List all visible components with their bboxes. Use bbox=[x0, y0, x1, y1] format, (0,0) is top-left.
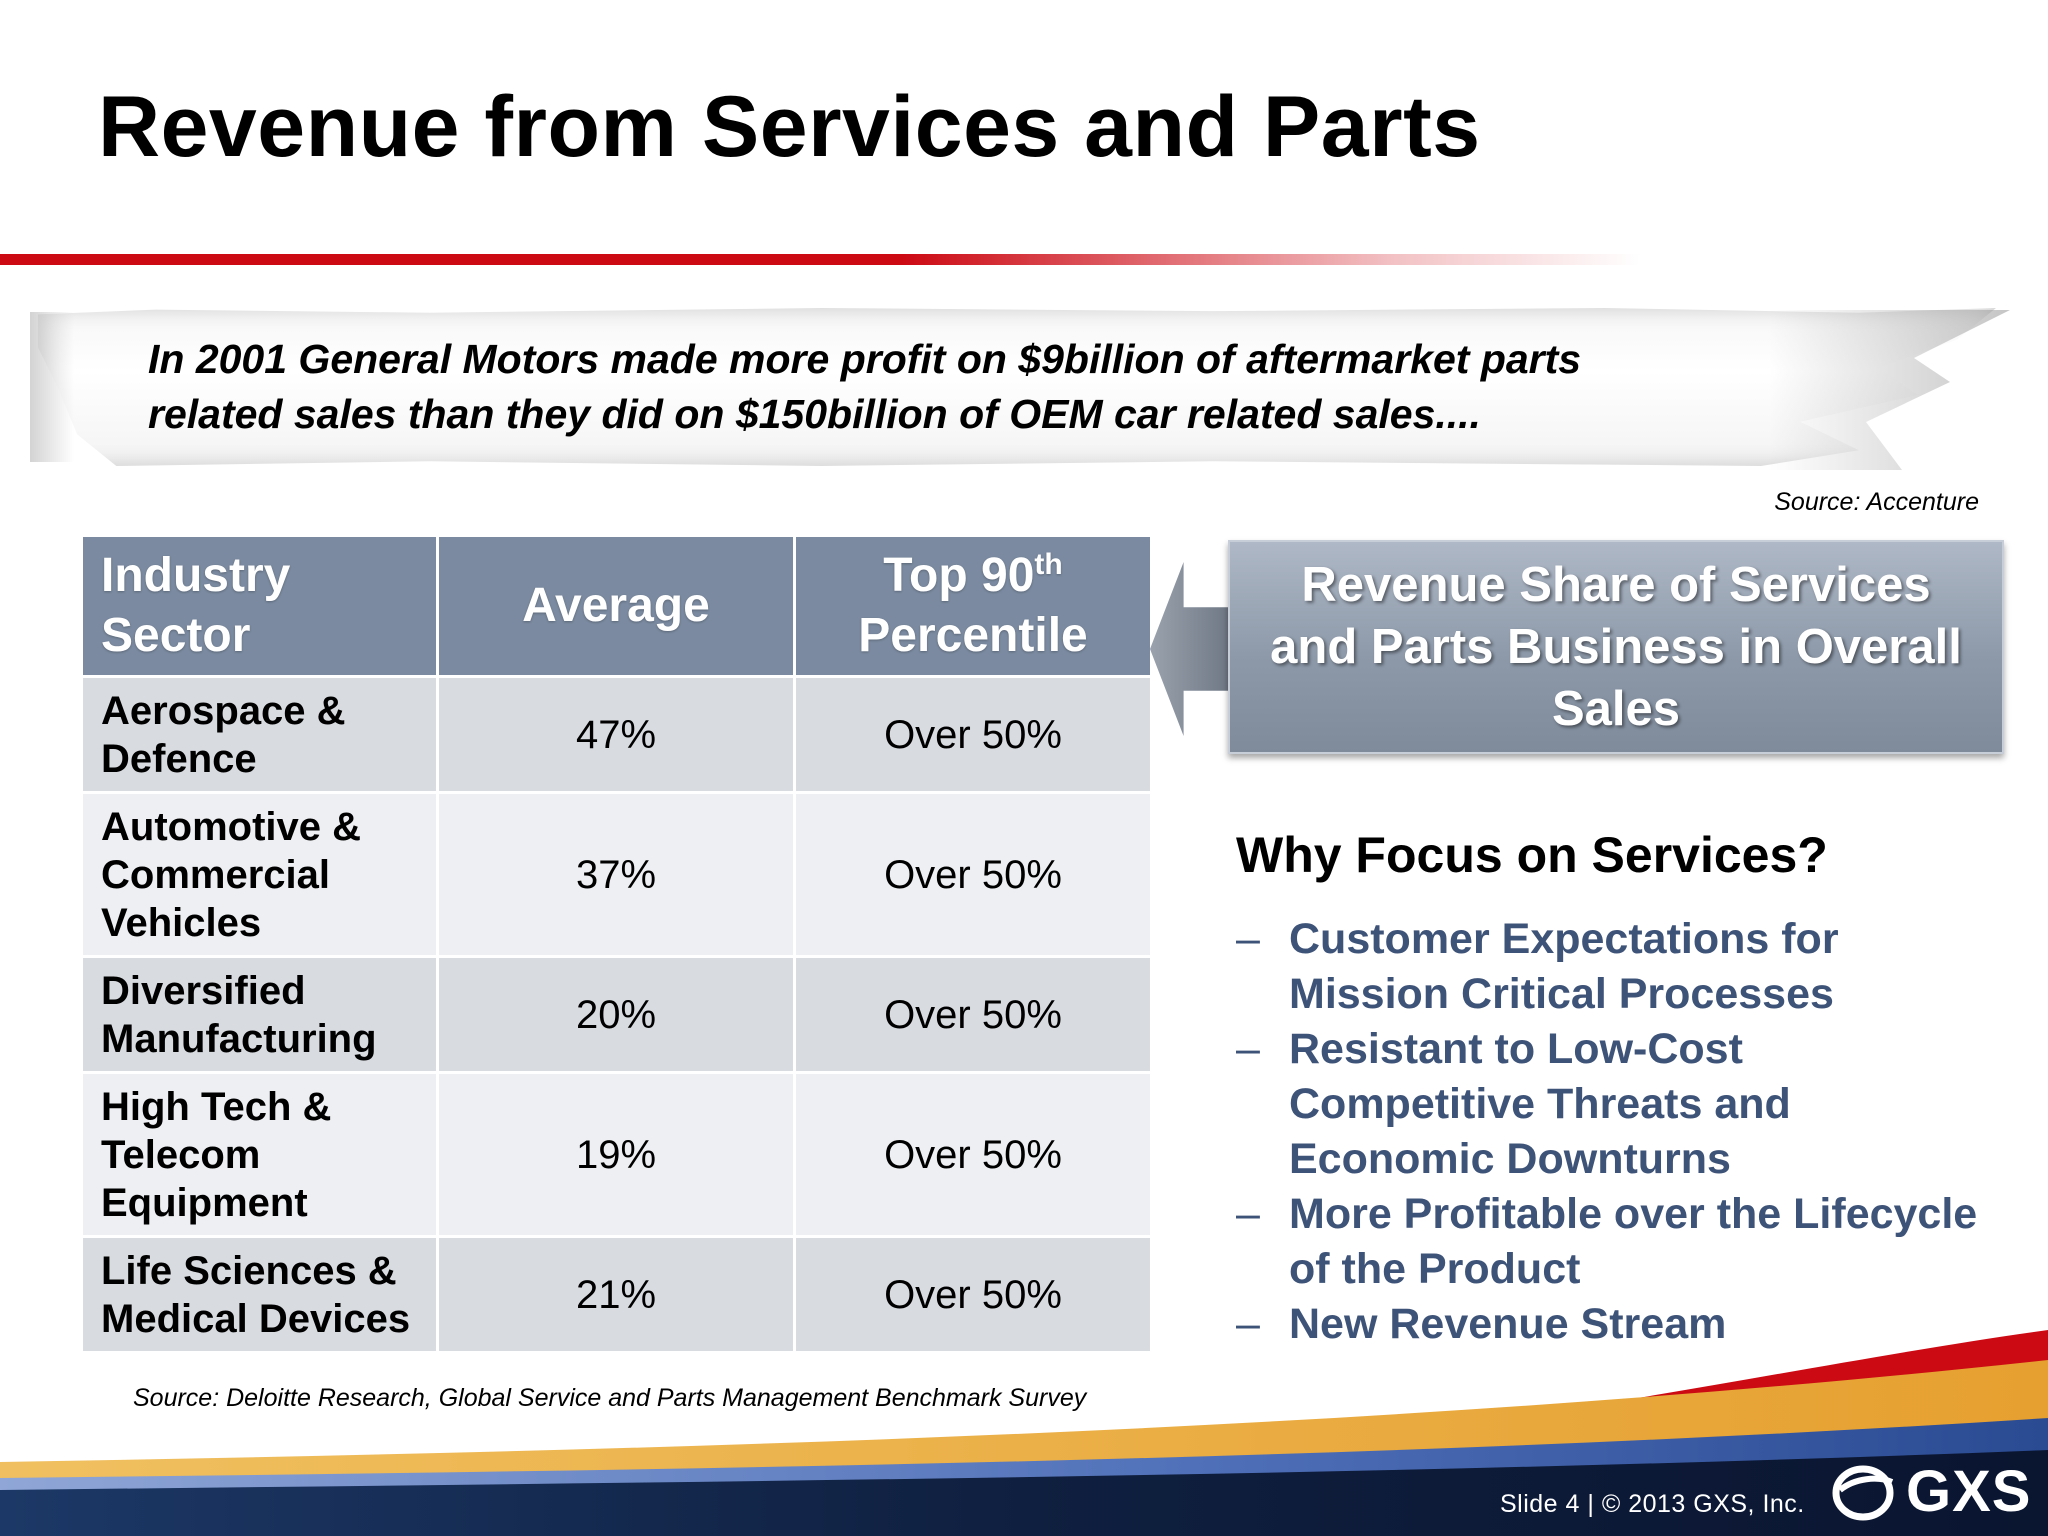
top90-cell: Over 50% bbox=[793, 1071, 1153, 1238]
quote-banner bbox=[38, 308, 1996, 466]
quote-source: Source: Accenture bbox=[1774, 488, 1979, 516]
logo-wordmark: GXS bbox=[1906, 1458, 2032, 1524]
footer-swoosh bbox=[0, 1330, 2048, 1536]
header-industry-sector: Industry Sector bbox=[80, 534, 439, 678]
header-top-90th-percentile: Top 90th Percentile bbox=[793, 534, 1153, 678]
table-header-row: Industry Sector Average Top 90th Percent… bbox=[80, 534, 1153, 678]
title-divider bbox=[0, 254, 1640, 265]
quote-text: In 2001 General Motors made more profit … bbox=[148, 332, 1848, 442]
quote-line: In 2001 General Motors made more profit … bbox=[148, 336, 1582, 382]
table-row: High Tech & Telecom Equipment 19% Over 5… bbox=[80, 1071, 1153, 1238]
average-cell: 19% bbox=[436, 1071, 796, 1238]
sector-cell: Life Sciences & Medical Devices bbox=[80, 1235, 439, 1354]
quote-line: related sales than they did on $150billi… bbox=[148, 391, 1481, 437]
list-item: – New Revenue Stream bbox=[1236, 1297, 2026, 1352]
gxs-logo: GXS bbox=[1830, 1458, 2032, 1524]
average-cell: 47% bbox=[436, 675, 796, 794]
list-item: – Customer Expectations for Mission Crit… bbox=[1236, 912, 2026, 1022]
gxs-logo-icon bbox=[1832, 1465, 1894, 1521]
top90-cell: Over 50% bbox=[793, 1235, 1153, 1354]
table-source: Source: Deloitte Research, Global Servic… bbox=[133, 1384, 1087, 1412]
left-arrow-icon bbox=[1150, 562, 1230, 736]
why-list: – Customer Expectations for Mission Crit… bbox=[1236, 912, 2026, 1352]
banner-edge-shadow bbox=[30, 312, 74, 462]
average-cell: 37% bbox=[436, 791, 796, 958]
sector-cell: Aerospace & Defence bbox=[80, 675, 439, 794]
average-cell: 20% bbox=[436, 955, 796, 1074]
table-row: Diversified Manufacturing 20% Over 50% bbox=[80, 955, 1153, 1074]
top90-cell: Over 50% bbox=[793, 675, 1153, 794]
list-item: – Resistant to Low-Cost Competitive Thre… bbox=[1236, 1022, 2026, 1187]
dash-bullet: – bbox=[1236, 1025, 1260, 1073]
average-cell: 21% bbox=[436, 1235, 796, 1354]
dash-bullet: – bbox=[1236, 1190, 1260, 1238]
table-row: Life Sciences & Medical Devices 21% Over… bbox=[80, 1235, 1153, 1354]
callout-text: Revenue Share of Services and Parts Busi… bbox=[1270, 558, 1962, 736]
dash-bullet: – bbox=[1236, 915, 1260, 963]
slide-footer-text: Slide 4 | © 2013 GXS, Inc. bbox=[1500, 1490, 1805, 1518]
footer-navy-band bbox=[0, 1450, 2048, 1536]
table-row: Automotive & Commercial Vehicles 37% Ove… bbox=[80, 791, 1153, 958]
dash-bullet: – bbox=[1236, 1300, 1260, 1348]
why-heading: Why Focus on Services? bbox=[1236, 827, 1828, 883]
list-item: – More Profitable over the Lifecycle of … bbox=[1236, 1187, 2026, 1297]
top90-cell: Over 50% bbox=[793, 955, 1153, 1074]
table-row: Aerospace & Defence 47% Over 50% bbox=[80, 675, 1153, 794]
callout-box: Revenue Share of Services and Parts Busi… bbox=[1228, 540, 2004, 754]
revenue-share-table: Industry Sector Average Top 90th Percent… bbox=[80, 534, 1153, 1354]
sector-cell: High Tech & Telecom Equipment bbox=[80, 1071, 439, 1238]
header-average: Average bbox=[436, 534, 796, 678]
sector-cell: Automotive & Commercial Vehicles bbox=[80, 791, 439, 958]
top90-cell: Over 50% bbox=[793, 791, 1153, 958]
slide-title: Revenue from Services and Parts bbox=[98, 79, 1481, 175]
sector-cell: Diversified Manufacturing bbox=[80, 955, 439, 1074]
